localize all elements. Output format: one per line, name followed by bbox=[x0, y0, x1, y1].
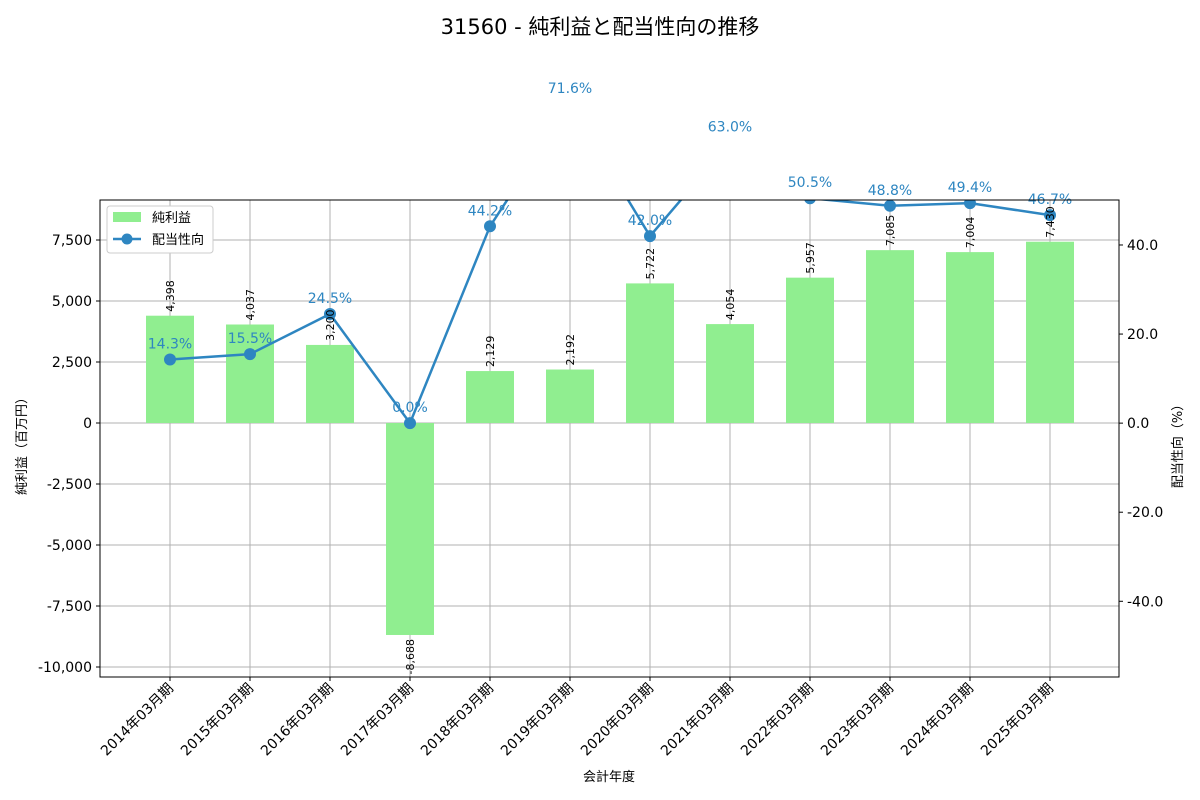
x-tick-label: 2018年03月期 bbox=[418, 681, 497, 760]
x-tick-label: 2025年03月期 bbox=[978, 681, 1057, 760]
y-left-tick-label: 2,500 bbox=[52, 355, 92, 371]
bar bbox=[466, 371, 514, 424]
y-left-tick-label: 7,500 bbox=[52, 233, 92, 249]
bar-value-label: 7,085 bbox=[884, 215, 897, 247]
x-tick-label: 2015年03月期 bbox=[178, 681, 257, 760]
ratio-point bbox=[324, 308, 336, 321]
ratio-point bbox=[804, 200, 816, 205]
ratio-value-label: 63.0% bbox=[708, 120, 752, 136]
x-tick-label: 2016年03月期 bbox=[258, 681, 337, 760]
bar bbox=[546, 369, 594, 424]
chart-title: 31560 - 純利益と配当性向の推移 bbox=[441, 15, 760, 39]
ratio-point bbox=[724, 137, 736, 149]
bar-value-label: 5,722 bbox=[644, 248, 657, 280]
y-right-tick-label: -20.0 bbox=[1127, 505, 1163, 521]
ratio-point bbox=[644, 230, 656, 243]
ratio-value-label: 24.5% bbox=[308, 291, 352, 307]
legend-bar-swatch bbox=[113, 212, 141, 222]
plot-frame bbox=[99, 199, 1120, 678]
y-right-tick-label: 0.0 bbox=[1127, 416, 1149, 432]
ratio-point bbox=[964, 200, 976, 210]
x-tick-label: 2021年03月期 bbox=[658, 681, 737, 760]
ratio-value-label: 0.0% bbox=[392, 400, 428, 416]
y-right-tick-label: -40.0 bbox=[1127, 594, 1163, 610]
x-tick-label: 2022年03月期 bbox=[738, 681, 817, 760]
bar bbox=[866, 250, 914, 424]
bar bbox=[306, 344, 354, 424]
ratio-point bbox=[884, 200, 896, 212]
ratio-value-label: 48.8% bbox=[868, 183, 912, 199]
bar-value-label: 3,200 bbox=[324, 309, 337, 341]
x-tick-label: 2014年03月期 bbox=[98, 681, 177, 760]
ratio-value-label: 14.3% bbox=[148, 336, 192, 352]
x-tick-label: 2020年03月期 bbox=[578, 681, 657, 760]
y-left-tick-label: -7,500 bbox=[47, 599, 92, 615]
bar-value-label: 4,054 bbox=[724, 289, 737, 321]
ratio-point bbox=[1044, 209, 1056, 222]
bar-value-label: 2,192 bbox=[564, 334, 577, 366]
y-left-tick-label: -5,000 bbox=[47, 538, 92, 554]
y-axis-right-label: 配当性向（%） bbox=[1170, 398, 1186, 488]
bar-value-label: 4,398 bbox=[164, 280, 177, 312]
ratio-value-label: 49.4% bbox=[948, 180, 992, 196]
x-tick-label: 2023年03月期 bbox=[818, 681, 897, 760]
y-left-tick-label: -10,000 bbox=[38, 660, 92, 676]
bar-value-label: 7,004 bbox=[964, 217, 977, 249]
bar bbox=[226, 324, 274, 424]
ratio-point bbox=[164, 353, 176, 366]
legend: 純利益 配当性向 bbox=[106, 205, 214, 254]
ratio-value-label: 50.5% bbox=[788, 175, 832, 191]
y-right-tick-label: 40.0 bbox=[1127, 238, 1158, 254]
y-right-tick-label: 20.0 bbox=[1127, 327, 1158, 343]
x-tick-label: 2019年03月期 bbox=[498, 681, 577, 760]
legend-line-label: 配当性向 bbox=[152, 232, 204, 248]
legend-bar-label: 純利益 bbox=[152, 211, 191, 226]
bar-value-label: 2,129 bbox=[484, 336, 497, 368]
ratio-line bbox=[169, 200, 1051, 426]
x-axis-label: 会計年度 bbox=[583, 769, 635, 785]
bar-value-label: 5,957 bbox=[804, 242, 817, 274]
bar bbox=[1026, 241, 1074, 424]
bar bbox=[146, 315, 194, 424]
ratio-value-label: 71.6% bbox=[548, 81, 592, 97]
y-left-tick-label: -2,500 bbox=[47, 477, 92, 493]
bar-value-label: -8,688 bbox=[404, 639, 417, 674]
bar bbox=[786, 277, 834, 424]
y-left-tick-label: 0 bbox=[83, 416, 92, 432]
y-axis-left-label: 純利益（百万円） bbox=[15, 391, 30, 495]
y-left-tick-label: 5,000 bbox=[52, 294, 92, 310]
bar-value-label: 7,430 bbox=[1044, 206, 1057, 238]
bar bbox=[626, 283, 674, 424]
ratio-value-label: 44.2% bbox=[468, 203, 512, 219]
ratio-point bbox=[484, 220, 496, 233]
bar bbox=[706, 324, 754, 424]
bar bbox=[946, 252, 994, 424]
ratio-point bbox=[244, 348, 256, 361]
bar-value-label: 4,037 bbox=[244, 289, 257, 321]
x-tick-label: 2024年03月期 bbox=[898, 681, 977, 760]
ratio-point bbox=[564, 98, 576, 110]
ratio-value-label: 15.5% bbox=[228, 331, 272, 347]
legend-line-marker bbox=[121, 233, 133, 245]
ratio-point bbox=[404, 417, 416, 430]
ratio-value-label: 42.0% bbox=[628, 213, 672, 229]
bar bbox=[386, 423, 434, 635]
x-tick-label: 2017年03月期 bbox=[338, 681, 417, 760]
